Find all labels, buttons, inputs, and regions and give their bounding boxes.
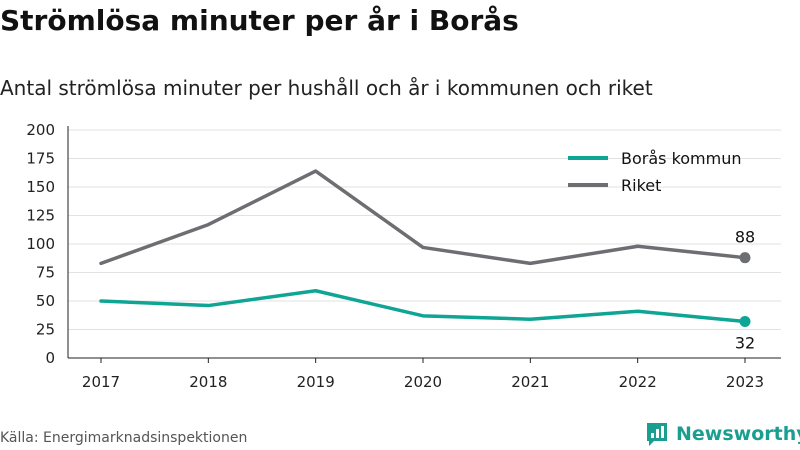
source-note: Källa: Energimarknadsinspektionen [0,430,248,446]
y-tick-label: 25 [36,321,55,339]
series-lines [99,169,751,328]
x-tick-label: 2019 [297,373,335,391]
x-tick-label: 2017 [82,373,120,391]
y-tick-label: 75 [36,264,55,282]
end-value-label: 32 [735,334,755,353]
y-tick-label: 175 [26,150,55,168]
chart-title: Strömlösa minuter per år i Borås [0,4,519,37]
legend: Borås kommun Riket [568,149,742,195]
series-line [99,288,747,324]
newsworthy-logo-icon [647,423,667,446]
y-tick-label: 100 [26,235,55,253]
chart-subtitle: Antal strömlösa minuter per hushåll och … [0,76,653,100]
y-tick-label: 0 [45,349,55,367]
x-tick-label: 2021 [511,373,549,391]
x-tick-label: 2023 [726,373,764,391]
end-value-label: 88 [735,228,755,247]
y-tick-label: 50 [36,292,55,310]
gridlines [68,129,781,359]
line-chart: 0 25 50 75 100 125 150 175 200 2017 2018 2019 2020 20… [26,121,781,391]
y-tick-label: 150 [26,178,55,196]
end-point-marker [739,252,751,264]
y-tick-label: 125 [26,207,55,225]
brand-logo: Newsworthy [644,419,800,449]
legend-label: Riket [621,176,661,195]
brand-name: Newsworthy [676,423,800,445]
x-tick-label: 2020 [404,373,442,391]
x-tick-label: 2018 [189,373,227,391]
series-line [99,169,747,266]
x-tick-label: 2022 [619,373,657,391]
end-point-marker [739,316,751,328]
axes: 0 25 50 75 100 125 150 175 200 2017 2018 2019 2020 20… [26,121,781,391]
y-tick-label: 200 [26,121,55,139]
data-labels: 32 88 [735,228,755,353]
legend-label: Borås kommun [621,149,742,168]
